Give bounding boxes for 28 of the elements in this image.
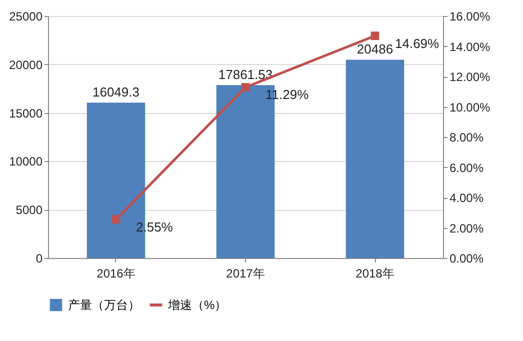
data-label: 16049.3 (92, 84, 140, 100)
y2-tick-label: 16.00% (450, 10, 491, 24)
y2-tick-label: 12.00% (450, 70, 491, 84)
legend-label: 增速（%） (167, 298, 227, 312)
data-label: 17861.53 (218, 67, 273, 82)
point (370, 32, 380, 40)
y2-tick-label: 4.00% (450, 191, 484, 205)
y-tick-label: 10000 (9, 154, 43, 169)
data-label: 20486 (356, 42, 394, 57)
y-tick-label: 20000 (9, 58, 43, 72)
y2-tick-label: 0.00% (450, 252, 484, 266)
bar (346, 60, 404, 258)
x-tick-label: 2018年 (356, 266, 394, 280)
x-tick-label: 2016年 (96, 266, 136, 280)
y2-tick-label: 2.00% (450, 221, 484, 236)
y-tick-label: 15000 (9, 106, 43, 120)
y2-tick-label: 8.00% (450, 130, 484, 144)
point (112, 215, 120, 224)
y-tick-label: 0 (36, 252, 43, 266)
data-label: 14.69% (395, 36, 440, 51)
legend-label: 产量（万台） (68, 298, 140, 312)
y-tick-label: 25000 (9, 10, 43, 24)
x-tick-label: 2017年 (226, 266, 265, 280)
y2-tick-label: 10.00% (450, 100, 491, 114)
point (241, 83, 250, 92)
y2-tick-label: 14.00% (450, 40, 491, 54)
y2-tick-label: 6.00% (450, 160, 484, 175)
y-tick-label: 5000 (16, 203, 43, 218)
